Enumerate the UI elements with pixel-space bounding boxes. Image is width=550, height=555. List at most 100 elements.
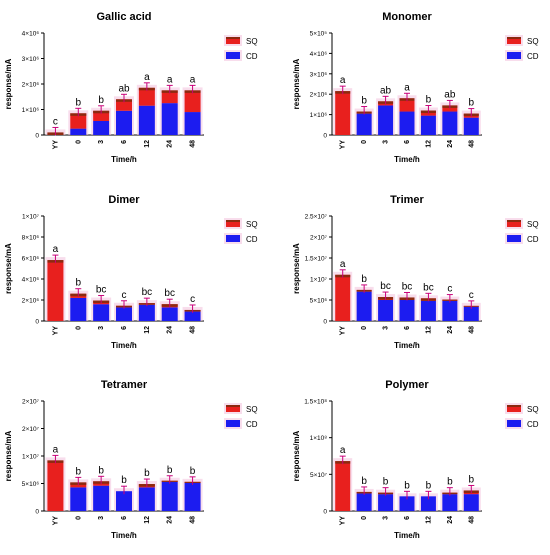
bar-cd (399, 111, 415, 135)
y-tick-label: 5×10⁷ (310, 472, 328, 479)
bar-sq (47, 260, 64, 321)
significance-letter: bc (423, 282, 434, 293)
bar-cd (93, 304, 110, 321)
bar-cd (442, 300, 458, 321)
x-tick-label: 0 (75, 326, 82, 330)
bar-cd (70, 297, 87, 321)
bar-cd (138, 304, 155, 321)
x-tick-label: 48 (468, 326, 475, 334)
legend-label-cd: CD (246, 235, 258, 244)
significance-letter: c (447, 284, 452, 295)
bar-cd (463, 117, 479, 135)
chart-svg: Dimer 0 2×10⁶ 4×10⁶ 6×10⁶ 8×10⁶ 1×10⁷ response/… (4, 194, 258, 350)
legend-swatch-sq (507, 37, 521, 44)
x-tick-label: 6 (404, 516, 411, 520)
bar-cd (116, 491, 132, 511)
legend-label-sq: SQ (527, 220, 539, 229)
bar-cd (116, 110, 132, 135)
x-tick-label: 24 (447, 326, 454, 334)
x-tick-label: 0 (361, 516, 368, 520)
bar-sq (335, 461, 351, 511)
legend-label-cd: CD (246, 420, 258, 429)
x-axis-label: Time/h (394, 531, 420, 540)
significance-letter: b (167, 465, 173, 476)
chart-panel-6: Polymer 0 5×10⁷ 1×10⁸ 1.5×10⁸ response/mA a YY b… (275, 368, 550, 550)
significance-letter: c (53, 116, 58, 127)
legend-swatch-cd (507, 235, 521, 242)
significance-letter: a (190, 74, 196, 85)
y-tick-label: 3×10⁶ (22, 56, 40, 63)
x-tick-label: 24 (447, 140, 454, 148)
legend-swatch-cap (226, 405, 240, 407)
bar-cd (161, 307, 178, 321)
significance-letter: bc (96, 285, 107, 296)
significance-letter: a (340, 259, 346, 270)
chart-panel-2: Monomer 0 1×10⁶ 2×10⁶ 3×10⁶ 4×10⁶ 5×10⁵ respons… (275, 0, 550, 182)
y-tick-label: 1×10⁶ (22, 107, 40, 114)
x-tick-label: 6 (121, 140, 128, 144)
y-tick-label: 2×10⁷ (22, 426, 40, 433)
y-tick-label: 2×10⁷ (22, 399, 40, 406)
legend-label-sq: SQ (246, 220, 258, 229)
x-tick-label: YY (340, 326, 347, 336)
chart-svg: Trimer 0 5×10⁶ 1×10⁷ 1.5×10⁷ 2×10⁷ 2.5×10⁷ resp… (292, 194, 539, 350)
bar-cd (463, 306, 479, 321)
bar-sq (399, 98, 415, 112)
significance-letter: b (76, 466, 82, 477)
chart-title: Dimer (108, 194, 140, 206)
y-tick-label: 2×10⁶ (22, 298, 40, 305)
bar-cd (70, 487, 87, 511)
x-tick-label: 48 (468, 140, 475, 148)
chart-panel-4: Trimer 0 5×10⁶ 1×10⁷ 1.5×10⁷ 2×10⁷ 2.5×10⁷ resp… (275, 183, 550, 365)
x-tick-label: 24 (167, 326, 174, 334)
legend-swatch-sq (226, 405, 240, 412)
y-tick-label: 1×10⁷ (310, 277, 328, 284)
significance-letter: a (404, 82, 410, 93)
significance-letter: bc (380, 281, 391, 292)
bar-sq (138, 87, 155, 106)
x-tick-label: 48 (190, 326, 197, 334)
significance-letter: ab (380, 85, 392, 96)
legend-swatch-sq (507, 405, 521, 412)
y-tick-label: 1.5×10⁷ (305, 256, 328, 263)
x-tick-label: 6 (121, 326, 128, 330)
bar-cd (116, 307, 132, 321)
y-tick-label: 6×10⁶ (22, 256, 40, 263)
x-tick-label: 0 (75, 516, 82, 520)
x-tick-label: 3 (383, 516, 390, 520)
significance-letter: c (122, 290, 127, 301)
y-tick-label: 5×10⁵ (310, 31, 328, 38)
significance-letter: b (121, 475, 127, 486)
x-tick-label: 12 (144, 516, 151, 524)
significance-letter: b (144, 468, 150, 479)
legend-swatch-cd (507, 420, 521, 427)
y-tick-label: 0 (323, 319, 327, 326)
legend-swatch-cap (226, 220, 240, 222)
chart-title: Gallic acid (96, 11, 151, 23)
significance-letter: a (53, 244, 59, 255)
significance-letter: b (404, 480, 410, 491)
bar-cd (442, 111, 458, 135)
y-tick-label: 1×10⁸ (310, 435, 328, 442)
x-tick-label: 0 (361, 326, 368, 330)
y-tick-label: 1.5×10⁸ (304, 399, 327, 406)
y-axis-label: response/mA (4, 243, 13, 294)
y-tick-label: 2×10⁶ (310, 92, 328, 99)
significance-letter: b (361, 96, 367, 107)
legend-swatch-cd (226, 52, 240, 59)
bar-sq (93, 110, 110, 121)
significance-letter: bc (164, 288, 175, 299)
x-axis-label: Time/h (111, 155, 137, 164)
y-tick-label: 1×10⁷ (22, 454, 40, 461)
chart-title: Polymer (385, 379, 429, 391)
y-tick-label: 4×10⁶ (22, 277, 40, 284)
y-axis-label: response/mA (4, 58, 13, 109)
y-tick-label: 0 (323, 133, 327, 140)
legend-label-cd: CD (527, 235, 539, 244)
x-tick-label: YY (340, 140, 347, 150)
chart-panel-1: Gallic acid 0 1×10⁶ 2×10⁶ 3×10⁶ 4×10⁶ response… (0, 0, 275, 182)
bar-sq (335, 91, 351, 135)
significance-letter: a (53, 444, 59, 455)
x-tick-label: 48 (468, 516, 475, 524)
legend-swatch-cd (507, 52, 521, 59)
